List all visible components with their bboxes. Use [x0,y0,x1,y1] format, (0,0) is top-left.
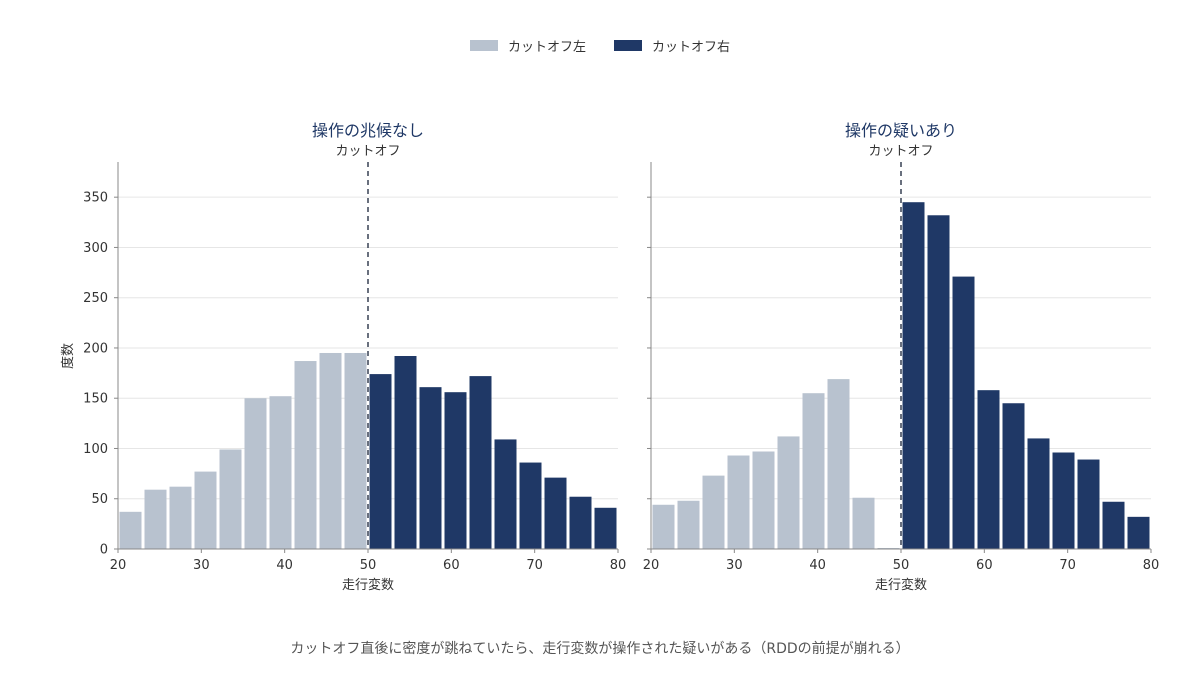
x-tick-label: 70 [1059,558,1076,573]
histogram-bar [952,276,975,549]
y-tick-label: 250 [83,291,108,306]
histogram-bar [1077,459,1100,549]
histogram-bar [269,396,292,549]
panel-title: 操作の疑いあり [845,121,957,140]
histogram-bar [1127,516,1150,549]
legend: カットオフ左 カットオフ右 [0,36,1200,55]
histogram-bar [519,462,542,549]
y-tick-label: 350 [83,191,108,206]
y-tick-label: 100 [83,442,108,457]
x-tick-label: 70 [526,558,543,573]
panel-title: 操作の兆候なし [312,121,424,140]
histogram-bar [852,497,875,549]
histogram-bar [1027,438,1050,549]
histogram-bar [752,451,775,549]
legend-swatch-left [469,40,498,51]
histogram-bar [294,361,317,549]
x-tick-label: 80 [1143,558,1160,573]
y-tick-label: 300 [83,241,108,256]
x-tick-label: 30 [193,558,210,573]
histogram-bar [1002,403,1025,549]
x-tick-label: 60 [976,558,993,573]
histogram-bar [802,393,825,549]
legend-label-right: カットオフ右 [652,40,731,55]
y-tick-label: 200 [83,341,108,356]
y-tick-label: 150 [83,392,108,407]
histogram-bar [702,475,725,549]
histogram-bar [344,352,367,549]
histogram-bar [244,398,267,549]
histogram-bar [652,504,675,549]
x-tick-label: 50 [893,558,910,573]
histogram-bar [569,496,592,549]
histogram-bar [319,352,342,549]
legend-item-right[interactable]: カットオフ右 [614,36,730,55]
legend-swatch-right [614,40,642,51]
x-axis-label: 走行変数 [342,577,394,593]
x-tick-label: 50 [360,558,377,573]
histogram-bar [194,471,217,549]
histogram-bar [594,507,617,549]
histogram-bar [877,547,900,549]
histogram-bar [677,500,700,549]
x-tick-label: 80 [610,558,627,573]
x-tick-label: 20 [643,558,660,573]
x-tick-label: 30 [726,558,743,573]
legend-label-left: カットオフ左 [507,40,586,55]
histogram-bar [1102,501,1125,549]
y-tick-label: 0 [100,543,108,558]
histogram-bar [1052,452,1075,549]
cutoff-label: カットオフ [868,144,933,159]
y-axis-label: 度数 [60,343,76,369]
histogram-bar [219,449,242,549]
x-tick-label: 60 [443,558,460,573]
histogram-bar [827,379,850,549]
histogram-bar [119,511,142,549]
x-tick-label: 40 [276,558,293,573]
histogram-bar [902,202,925,549]
histogram-bar [169,486,192,549]
legend-item-left[interactable]: カットオフ左 [469,36,586,55]
histogram-bar [444,392,467,549]
histogram-bar [369,374,392,549]
histogram-bar [394,356,417,549]
histogram-bar [544,477,567,549]
histogram-bar [469,376,492,549]
histogram-bar [144,489,167,549]
histogram-bar [727,455,750,549]
histogram-bar [494,439,517,549]
histogram-bar [419,387,442,549]
cutoff-label: カットオフ [335,144,400,159]
histogram-bar [777,436,800,549]
histogram-bar [927,215,950,549]
x-tick-label: 40 [809,558,826,573]
chart-caption: カットオフ直後に密度が跳ねていたら、走行変数が操作された疑いがある（RDDの前提… [290,641,910,657]
y-tick-label: 50 [91,492,108,507]
x-tick-label: 20 [110,558,127,573]
x-axis-label: 走行変数 [875,577,927,593]
histogram-bar [977,390,1000,549]
